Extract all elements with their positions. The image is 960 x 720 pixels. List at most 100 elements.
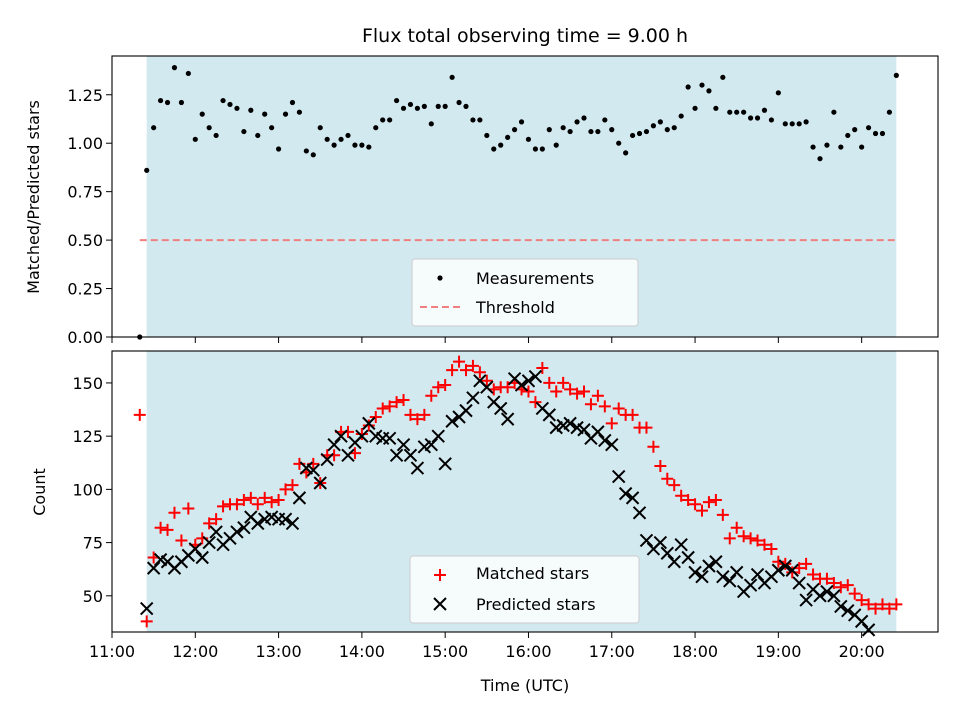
predicted-star-marker xyxy=(230,525,244,539)
measurement-point xyxy=(678,113,684,119)
measurement-point xyxy=(588,128,594,135)
measurement-point xyxy=(525,136,532,142)
top-y-axis-label: Matched/Predicted stars xyxy=(24,100,43,294)
matched-star-marker xyxy=(716,508,729,521)
measurement-point xyxy=(671,125,677,131)
x-tick-label: 20:00 xyxy=(839,642,885,661)
measurement-point xyxy=(310,152,316,158)
measurement-point xyxy=(650,123,657,129)
measurement-point xyxy=(664,127,670,133)
measurement-point xyxy=(352,142,358,148)
counts-panel: Count Time (UTC) 50 75 100 125 150 11:00 12:0… xyxy=(30,350,939,695)
y-tick-label: 1.25 xyxy=(67,86,103,105)
measurement-point xyxy=(803,119,809,125)
predicted-star-marker xyxy=(799,593,813,607)
legend-threshold-label: Threshold xyxy=(475,298,555,317)
matched-star-marker xyxy=(501,381,514,394)
matched-star-marker xyxy=(578,385,590,398)
predicted-star-marker xyxy=(306,463,321,477)
matched-star-marker xyxy=(230,498,243,511)
matched-star-marker xyxy=(376,402,389,415)
measurement-point xyxy=(366,144,372,150)
matched-star-marker xyxy=(598,400,611,413)
bottom-y-ticks: 50 75 100 125 150 xyxy=(72,374,112,606)
matched-star-marker xyxy=(217,500,230,513)
matched-star-marker xyxy=(800,557,813,570)
x-tick-label: 15:00 xyxy=(422,642,468,661)
matched-star-marker xyxy=(411,413,424,426)
predicted-star-marker xyxy=(528,369,543,384)
legend-matched-label: Matched stars xyxy=(476,564,589,583)
measurement-point xyxy=(463,103,469,109)
matched-star-marker xyxy=(564,383,577,396)
matched-star-marker xyxy=(605,417,618,430)
matched-star-marker xyxy=(133,408,146,421)
predicted-star-marker xyxy=(861,623,876,637)
matched-star-marker xyxy=(390,396,403,409)
matched-star-marker xyxy=(709,494,722,507)
predicted-star-marker xyxy=(653,535,668,550)
measurement-point xyxy=(484,132,490,139)
predicted-star-marker xyxy=(716,569,730,584)
matched-star-marker xyxy=(279,483,292,496)
matched-star-marker xyxy=(237,494,250,507)
x-tick-label: 17:00 xyxy=(589,642,635,661)
predicted-star-marker xyxy=(341,448,355,463)
measurement-point xyxy=(324,136,330,142)
measurement-point xyxy=(893,72,899,78)
measurement-point xyxy=(623,150,629,156)
top-axes-frame xyxy=(111,55,939,338)
matched-star-marker xyxy=(890,598,903,611)
predicted-star-marker xyxy=(591,425,605,439)
matched-star-marker xyxy=(258,491,271,504)
predicted-star-marker xyxy=(237,520,251,535)
matched-star-marker xyxy=(751,534,764,547)
matched-star-marker xyxy=(175,534,188,547)
measurement-point xyxy=(810,144,816,150)
matched-star-marker xyxy=(883,602,896,615)
y-tick-label: 1.00 xyxy=(67,134,103,153)
measurement-point xyxy=(553,142,559,148)
measurement-point xyxy=(414,105,421,111)
measurement-point xyxy=(761,107,768,113)
top-x-ticks xyxy=(111,337,863,343)
y-tick-label: 0.00 xyxy=(67,328,103,347)
matched-star-marker xyxy=(640,421,653,434)
matched-star-marker xyxy=(612,402,625,415)
predicted-star-marker xyxy=(493,401,508,416)
measurement-point xyxy=(185,70,191,77)
matched-star-marker xyxy=(154,521,167,534)
matched-star-marker xyxy=(251,498,264,511)
predicted-star-marker xyxy=(410,461,425,475)
measurement-point xyxy=(852,127,858,133)
matched-star-marker xyxy=(446,364,459,377)
matched-star-marker xyxy=(362,419,375,432)
predicted-star-marker xyxy=(382,431,397,445)
predicted-star-marker xyxy=(424,437,439,452)
predicted-star-marker xyxy=(813,589,827,603)
measurement-point xyxy=(754,115,761,121)
legend-predicted-label: Predicted stars xyxy=(476,595,596,614)
measurement-point xyxy=(859,144,865,150)
measurement-point xyxy=(546,127,552,133)
predicted-star-marker xyxy=(667,555,681,569)
predicted-star-marker xyxy=(750,567,765,582)
measurement-point xyxy=(269,125,275,131)
predicted-star-marker xyxy=(139,601,154,616)
x-tick-label: 13:00 xyxy=(256,642,302,661)
predicted-star-marker xyxy=(792,576,806,590)
matched-stars-points xyxy=(133,355,903,628)
y-tick-label: 75 xyxy=(83,534,103,553)
matched-star-marker xyxy=(807,568,820,581)
matched-star-marker xyxy=(286,479,299,492)
measurement-point xyxy=(505,134,511,140)
predicted-star-marker xyxy=(431,429,445,443)
top-legend: Measurements Threshold xyxy=(411,258,639,327)
predicted-star-marker xyxy=(362,416,376,431)
y-tick-label: 125 xyxy=(72,427,103,446)
predicted-star-marker xyxy=(480,380,494,394)
predicted-star-marker xyxy=(611,469,626,484)
measurement-point xyxy=(400,105,407,111)
measurement-point xyxy=(824,142,830,148)
